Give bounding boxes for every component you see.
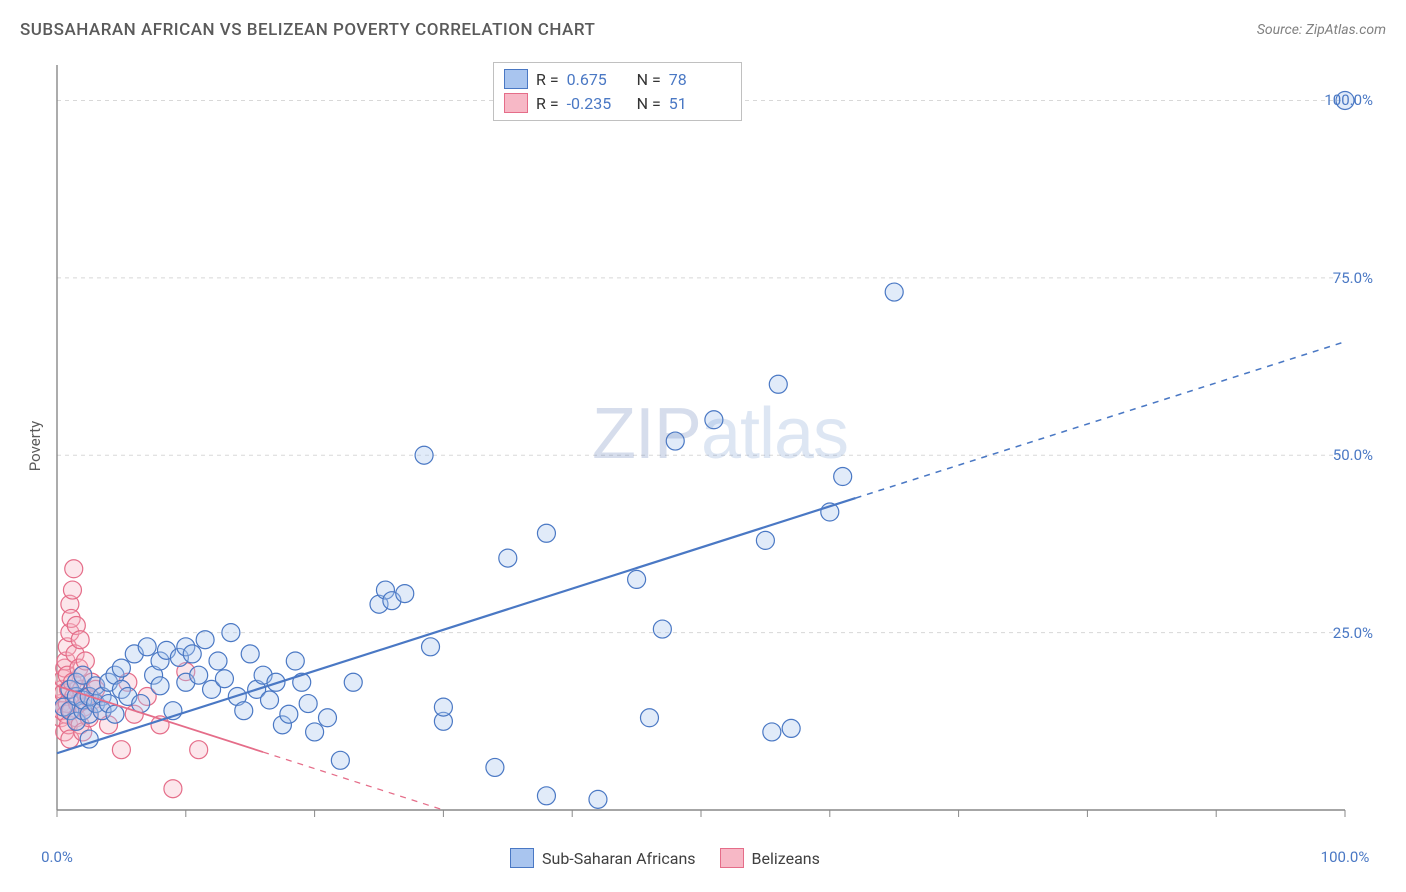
stats-legend: R = 0.675 N = 78 R = -0.235 N = 51	[493, 62, 742, 121]
n-value-b: 51	[669, 94, 731, 113]
source-attribution: Source: ZipAtlas.com	[1257, 22, 1386, 38]
chart-title: SUBSAHARAN AFRICAN VS BELIZEAN POVERTY C…	[20, 20, 595, 40]
swatch-b-icon	[504, 93, 528, 113]
x-tick-label: 100.0%	[1321, 848, 1370, 866]
stats-row-a: R = 0.675 N = 78	[504, 67, 731, 91]
r-label: R =	[536, 94, 559, 113]
r-value-b: -0.235	[567, 94, 629, 113]
n-label: N =	[637, 70, 661, 89]
y-tick-label: 100.0%	[1324, 91, 1373, 109]
chart-svg	[55, 60, 1385, 840]
swatch-a-icon	[504, 69, 528, 89]
series-legend: Sub-Saharan Africans Belizeans	[510, 848, 820, 868]
y-axis-label: Poverty	[26, 421, 44, 471]
source-value: ZipAtlas.com	[1306, 22, 1386, 38]
y-tick-label: 75.0%	[1333, 269, 1373, 287]
n-value-a: 78	[669, 70, 731, 89]
r-value-a: 0.675	[567, 70, 629, 89]
r-label: R =	[536, 70, 559, 89]
legend-label-a: Sub-Saharan Africans	[542, 849, 696, 868]
y-tick-label: 50.0%	[1333, 446, 1373, 464]
swatch-b-icon	[720, 848, 744, 868]
x-tick-label: 0.0%	[41, 848, 73, 866]
n-label: N =	[637, 94, 661, 113]
y-tick-label: 25.0%	[1333, 624, 1373, 642]
source-label: Source:	[1257, 22, 1302, 38]
plot-area: ZIPatlas R = 0.675 N = 78 R = -0.235 N =…	[55, 60, 1385, 840]
stats-row-b: R = -0.235 N = 51	[504, 91, 731, 115]
swatch-a-icon	[510, 848, 534, 868]
legend-label-b: Belizeans	[752, 849, 820, 868]
legend-item-b: Belizeans	[720, 848, 820, 868]
legend-item-a: Sub-Saharan Africans	[510, 848, 696, 868]
